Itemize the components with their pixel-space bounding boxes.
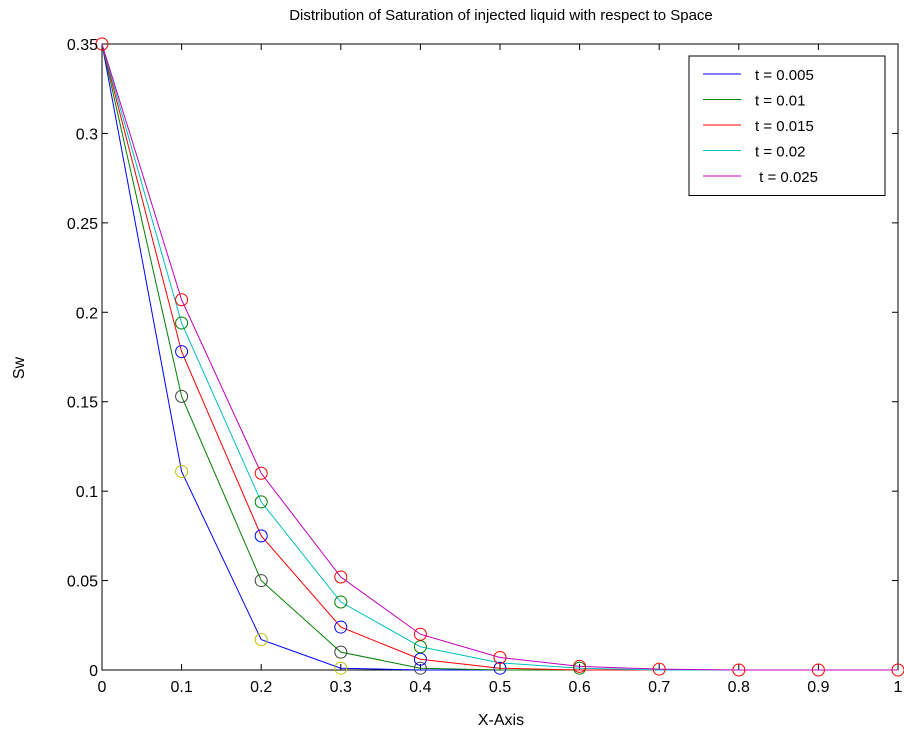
x-tick-label: 0.1	[170, 679, 192, 696]
legend-label: t = 0.01	[755, 93, 805, 110]
x-tick-label: 0.5	[489, 679, 511, 696]
data-marker	[732, 663, 746, 677]
data-marker	[95, 37, 109, 51]
series-markers	[95, 37, 904, 677]
data-marker	[175, 293, 189, 307]
legend-label: t = 0.015	[755, 118, 814, 135]
data-marker	[254, 495, 268, 509]
x-tick-label: 0	[98, 679, 107, 696]
data-marker	[413, 652, 427, 666]
y-axis-label: Sw	[11, 356, 28, 379]
data-marker	[413, 640, 427, 654]
data-marker	[493, 661, 507, 675]
y-tick-labels: 0 0.05 0.1 0.15 0.2 0.25 0.3 0.35	[67, 37, 98, 680]
y-tick-label: 0.2	[76, 305, 98, 322]
data-marker	[334, 620, 348, 634]
legend: t = 0.005 t = 0.01 t = 0.015 t = 0.02 t = 0…	[688, 55, 886, 196]
data-marker	[175, 389, 189, 403]
y-tick-label: 0.05	[67, 574, 98, 591]
data-marker	[334, 595, 348, 609]
x-tick-labels: 0 0.1 0.2 0.3 0.4 0.5 0.6 0.7 0.8 0.9 1	[98, 679, 903, 696]
data-marker	[413, 627, 427, 641]
data-marker	[573, 659, 587, 673]
x-tick-label: 0.7	[648, 679, 670, 696]
data-marker	[254, 529, 268, 543]
data-marker	[175, 345, 189, 359]
y-tick-label: 0.1	[76, 484, 98, 501]
data-marker	[652, 662, 666, 676]
series-lines	[101, 43, 898, 671]
y-tick-label: 0.35	[67, 37, 98, 54]
y-tick-label: 0.3	[76, 126, 98, 143]
data-marker	[334, 661, 348, 675]
y-tick-label: 0	[89, 663, 98, 680]
x-tick-label: 0.2	[250, 679, 272, 696]
data-marker	[493, 650, 507, 664]
legend-label: t = 0.005	[755, 67, 814, 84]
data-marker	[254, 633, 268, 647]
data-marker	[811, 663, 825, 677]
x-tick-label: 0.4	[409, 679, 431, 696]
data-marker	[254, 574, 268, 588]
x-axis-label: X-Axis	[478, 712, 524, 729]
axis-ticks	[101, 43, 899, 671]
x-tick-label: 0.9	[807, 679, 829, 696]
legend-items: t = 0.005 t = 0.01 t = 0.015 t = 0.02 t = 0…	[703, 67, 818, 186]
legend-label: t = 0.025	[755, 169, 818, 186]
y-tick-label: 0.15	[67, 395, 98, 412]
data-marker	[175, 464, 189, 478]
x-tick-label: 0.6	[568, 679, 590, 696]
series-line	[101, 43, 898, 671]
x-tick-label: 0.8	[728, 679, 750, 696]
x-tick-label: 0.3	[330, 679, 352, 696]
x-tick-label: 1	[894, 679, 903, 696]
legend-label: t = 0.02	[755, 144, 805, 161]
data-marker	[175, 316, 189, 330]
data-marker	[254, 466, 268, 480]
chart-title: Distribution of Saturation of injected l…	[289, 7, 713, 24]
legend-box	[688, 55, 886, 196]
data-marker	[413, 661, 427, 675]
data-marker	[334, 570, 348, 584]
data-marker	[334, 645, 348, 659]
data-marker	[891, 663, 904, 677]
y-tick-label: 0.25	[67, 216, 98, 233]
